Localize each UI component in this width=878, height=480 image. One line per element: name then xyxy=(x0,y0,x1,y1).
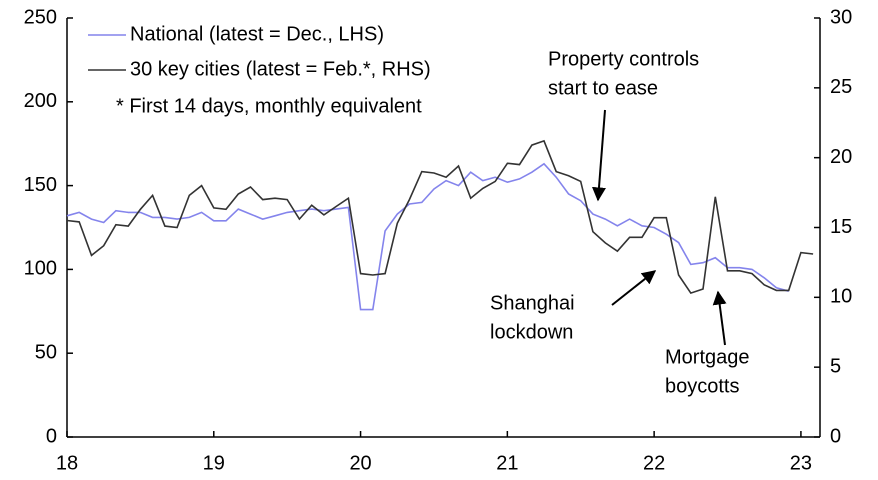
y-tick-label: 200 xyxy=(24,90,57,112)
annotation: Shanghai xyxy=(490,292,575,314)
arrow xyxy=(611,270,657,306)
y2-tick-label: 20 xyxy=(830,146,852,168)
annotation: start to ease xyxy=(548,77,658,99)
y-tick-label: 100 xyxy=(24,258,57,280)
y-tick-label: 250 xyxy=(24,6,57,28)
legend-label: National (latest = Dec., LHS) xyxy=(130,23,384,45)
y2-tick-label: 5 xyxy=(830,355,841,377)
y2-tick-label: 15 xyxy=(830,216,852,238)
note: * First 14 days, monthly equivalent xyxy=(116,95,422,117)
y-tick-label: 0 xyxy=(46,425,57,447)
arrow xyxy=(591,109,606,202)
y-tick-label: 150 xyxy=(24,174,57,196)
x-tick-label: 21 xyxy=(496,452,518,474)
y2-tick-label: 25 xyxy=(830,76,852,98)
x-tick-label: 19 xyxy=(203,452,225,474)
x-tick-label: 18 xyxy=(56,452,78,474)
arrow xyxy=(712,290,727,346)
annotation: boycotts xyxy=(665,375,739,397)
arrows xyxy=(591,109,727,346)
y2-tick-label: 30 xyxy=(830,6,852,28)
annotation: lockdown xyxy=(490,321,573,343)
x-tick-label: 22 xyxy=(643,452,665,474)
annotation: Mortgage xyxy=(665,346,750,368)
x-tick-label: 23 xyxy=(790,452,812,474)
x-tick-label: 20 xyxy=(349,452,371,474)
y-tick-label: 50 xyxy=(35,341,57,363)
y2-tick-label: 10 xyxy=(830,286,852,308)
series-line xyxy=(66,139,814,295)
series-line xyxy=(66,162,789,311)
y2-tick-label: 0 xyxy=(830,425,841,447)
annotation: Property controls xyxy=(548,48,699,70)
legend-label: 30 key cities (latest = Feb.*, RHS) xyxy=(130,58,431,80)
